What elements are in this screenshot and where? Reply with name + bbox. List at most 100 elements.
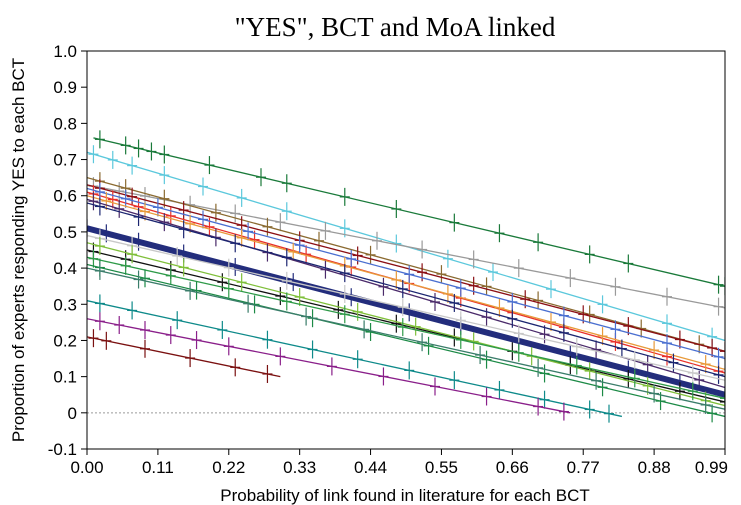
data-point-marker	[455, 279, 466, 298]
data-point-marker	[133, 207, 144, 226]
data-point-marker	[713, 275, 724, 294]
data-point-marker	[494, 224, 505, 243]
y-tick-label: 0.4	[53, 259, 77, 278]
data-point-marker	[410, 317, 421, 336]
data-point-marker	[442, 284, 453, 303]
data-point-marker	[494, 380, 505, 399]
data-point-marker	[120, 136, 131, 155]
data-point-marker	[404, 265, 415, 284]
data-point-marker	[133, 139, 144, 158]
series-line	[87, 187, 725, 360]
series-line	[87, 177, 725, 352]
data-point-marker	[140, 187, 150, 206]
data-point-marker	[571, 337, 582, 356]
series-line	[87, 336, 281, 378]
data-point-marker	[533, 291, 544, 310]
data-point-marker	[558, 323, 569, 342]
data-point-marker	[223, 337, 234, 356]
data-point-marker	[597, 295, 608, 314]
y-tick-label: 1.0	[53, 42, 77, 61]
data-point-marker	[359, 320, 370, 339]
data-point-marker	[378, 367, 389, 386]
data-point-marker	[539, 364, 550, 383]
data-point-marker	[571, 356, 582, 375]
data-point-marker	[217, 273, 228, 292]
data-point-marker	[88, 145, 99, 164]
series-2	[87, 145, 725, 346]
data-point-marker	[178, 201, 189, 220]
data-point-marker	[352, 350, 363, 369]
data-point-marker	[649, 384, 660, 403]
data-point-marker	[404, 303, 415, 322]
data-point-marker	[88, 249, 99, 268]
data-point-marker	[539, 325, 550, 344]
y-tick-label: 0.3	[53, 295, 77, 314]
data-point-marker	[133, 270, 144, 289]
data-point-marker	[281, 292, 292, 311]
data-point-marker	[94, 261, 105, 280]
data-point-marker	[243, 294, 254, 313]
series-line	[93, 137, 725, 287]
data-point-marker	[275, 347, 286, 366]
data-point-marker	[281, 174, 292, 193]
data-point-marker	[94, 237, 105, 256]
data-point-marker	[114, 316, 125, 335]
data-point-marker	[94, 312, 105, 331]
data-point-marker	[391, 314, 402, 333]
data-point-marker	[662, 334, 672, 353]
data-point-marker	[339, 285, 350, 304]
data-point-marker	[436, 265, 447, 284]
data-point-marker	[198, 177, 208, 196]
data-point-marker	[642, 355, 653, 374]
chart-title: "YES", BCT and MoA linked	[235, 12, 556, 42]
series-line	[87, 234, 725, 381]
data-point-marker	[172, 311, 183, 330]
data-point-marker	[513, 343, 524, 362]
data-point-marker	[307, 340, 318, 359]
data-point-marker	[720, 389, 725, 408]
data-point-marker	[513, 324, 524, 343]
data-point-marker	[546, 313, 556, 332]
data-point-marker	[558, 306, 569, 325]
data-point-marker	[720, 277, 725, 296]
data-point-marker	[339, 187, 350, 206]
data-point-marker	[397, 318, 408, 337]
data-point-marker	[326, 357, 337, 376]
y-tick-label: 0.2	[53, 331, 77, 350]
data-point-marker	[604, 404, 614, 423]
data-point-marker	[185, 281, 196, 300]
data-point-marker	[159, 166, 170, 185]
data-point-marker	[333, 300, 344, 319]
data-point-marker	[301, 307, 312, 326]
data-point-marker	[449, 213, 460, 232]
data-point-marker	[236, 273, 247, 292]
data-point-marker	[513, 259, 524, 278]
data-point-marker	[243, 222, 254, 241]
y-tick-label: 0.1	[53, 368, 77, 387]
data-point-marker	[449, 293, 460, 312]
data-point-marker	[101, 191, 112, 210]
data-point-marker	[623, 254, 634, 273]
data-point-marker	[597, 327, 608, 346]
data-point-marker	[623, 317, 634, 336]
data-point-marker	[610, 320, 621, 339]
data-point-marker	[449, 371, 460, 390]
data-point-marker	[140, 321, 150, 340]
data-point-marker	[397, 279, 408, 298]
data-point-marker	[320, 221, 331, 240]
data-point-marker	[127, 156, 138, 175]
series-line	[87, 202, 725, 378]
data-point-marker	[346, 288, 357, 307]
data-point-marker	[533, 358, 544, 377]
data-point-marker	[468, 250, 479, 269]
y-tick-label: 0.6	[53, 187, 77, 206]
data-point-marker	[275, 213, 286, 232]
data-point-marker	[320, 260, 331, 279]
series-line	[87, 225, 725, 398]
data-point-marker	[546, 280, 556, 299]
series-8	[87, 191, 725, 374]
data-point-marker	[591, 340, 602, 359]
data-point-marker	[223, 279, 234, 298]
series-line	[87, 256, 725, 399]
data-point-marker	[294, 236, 305, 255]
